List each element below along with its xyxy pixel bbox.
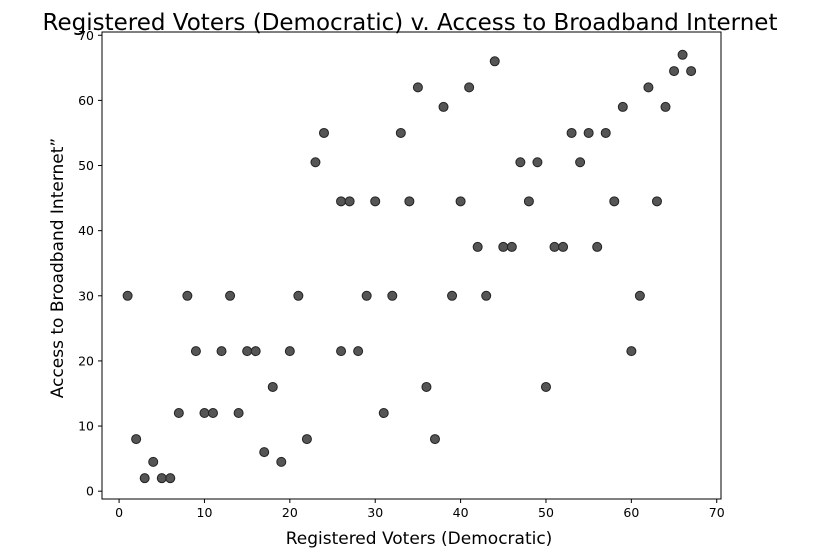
- data-point: [447, 290, 458, 301]
- data-point: [361, 290, 372, 301]
- data-points: [122, 49, 697, 484]
- data-point: [515, 157, 526, 168]
- x-tick-label: 30: [367, 505, 383, 520]
- y-tick-label: 0: [86, 484, 94, 499]
- data-point: [592, 241, 603, 252]
- data-point: [199, 408, 210, 419]
- data-point: [421, 381, 432, 392]
- data-point: [387, 290, 398, 301]
- data-point: [540, 381, 551, 392]
- data-point: [532, 157, 543, 168]
- data-point: [259, 447, 270, 458]
- data-point: [412, 82, 423, 93]
- data-point: [190, 346, 201, 357]
- y-tick-label: 60: [78, 93, 94, 108]
- data-point: [669, 66, 680, 77]
- data-point: [609, 196, 620, 207]
- plot-area: 0 10 20 30 40 50 60 70 0 10 20 30 40 50 60 70: [78, 28, 725, 520]
- data-point: [481, 290, 492, 301]
- data-point: [318, 127, 329, 138]
- data-point: [370, 196, 381, 207]
- data-point: [558, 241, 569, 252]
- data-point: [148, 456, 159, 467]
- data-point: [267, 381, 278, 392]
- data-point: [626, 346, 637, 357]
- data-point: [677, 49, 688, 60]
- data-point: [353, 346, 364, 357]
- y-tick-label: 10: [78, 419, 94, 434]
- data-point: [472, 241, 483, 252]
- data-point: [498, 241, 509, 252]
- data-point: [506, 241, 517, 252]
- x-tick-label: 60: [623, 505, 639, 520]
- data-point: [404, 196, 415, 207]
- data-point: [634, 290, 645, 301]
- y-tick-label: 70: [78, 28, 94, 43]
- x-tick-label: 50: [538, 505, 554, 520]
- data-point: [686, 66, 697, 77]
- data-point: [293, 290, 304, 301]
- x-axis-label: Registered Voters (Democratic): [286, 529, 553, 549]
- plot-frame: [101, 31, 722, 500]
- data-point: [336, 196, 347, 207]
- data-point: [344, 196, 355, 207]
- data-point: [523, 196, 534, 207]
- data-point: [173, 408, 184, 419]
- data-point: [165, 473, 176, 484]
- data-point: [660, 101, 671, 112]
- data-point: [182, 290, 193, 301]
- data-point: [250, 346, 261, 357]
- x-tick-label: 20: [282, 505, 298, 520]
- data-point: [122, 290, 133, 301]
- data-point: [617, 101, 628, 112]
- data-point: [207, 408, 218, 419]
- data-point: [600, 127, 611, 138]
- data-point: [549, 241, 560, 252]
- data-point: [651, 196, 662, 207]
- x-tick-label: 0: [115, 505, 123, 520]
- data-point: [583, 127, 594, 138]
- data-point: [216, 346, 227, 357]
- x-tick-label: 70: [709, 505, 725, 520]
- y-tick-label: 20: [78, 353, 94, 368]
- data-point: [575, 157, 586, 168]
- data-point: [336, 346, 347, 357]
- data-point: [464, 82, 475, 93]
- data-point: [156, 473, 167, 484]
- data-point: [284, 346, 295, 357]
- data-point: [233, 408, 244, 419]
- data-point: [455, 196, 466, 207]
- data-point: [242, 346, 253, 357]
- data-point: [131, 434, 142, 445]
- y-tick-label: 50: [78, 158, 94, 173]
- y-tick-label: 30: [78, 288, 94, 303]
- data-point: [301, 434, 312, 445]
- x-tick-label: 10: [197, 505, 213, 520]
- data-point: [310, 157, 321, 168]
- data-point: [489, 56, 500, 67]
- data-point: [139, 473, 150, 484]
- data-point: [429, 434, 440, 445]
- y-tick-label: 40: [78, 223, 94, 238]
- data-point: [395, 127, 406, 138]
- data-point: [566, 127, 577, 138]
- data-point: [225, 290, 236, 301]
- x-tick-label: 40: [453, 505, 469, 520]
- data-point: [378, 408, 389, 419]
- y-axis-label: Access to Broadband Internet”: [48, 138, 68, 398]
- data-point: [643, 82, 654, 93]
- data-point: [438, 101, 449, 112]
- data-point: [276, 456, 287, 467]
